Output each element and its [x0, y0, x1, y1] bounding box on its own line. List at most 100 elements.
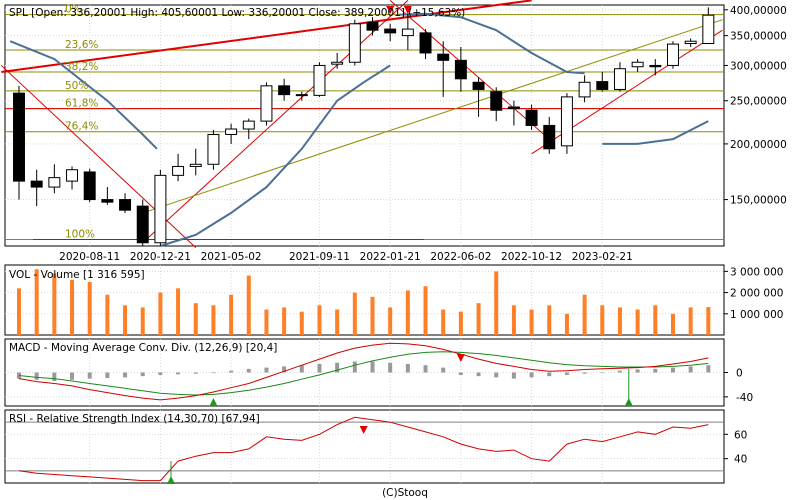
volume-bar: [87, 281, 92, 335]
macd-histogram-bar: [335, 362, 340, 373]
macd-histogram-bar: [193, 372, 198, 374]
macd-histogram-bar: [423, 365, 428, 373]
candle-up: [242, 120, 255, 130]
volume-bar: [617, 307, 622, 335]
main-trend-line: [1, 0, 532, 73]
volume-bar: [388, 307, 393, 335]
macd-histogram-bar: [476, 372, 481, 377]
volume-y-tick-label: 1 000 000: [730, 309, 783, 321]
candle-down: [83, 171, 96, 201]
sell-signal-marker: [386, 6, 395, 14]
price-y-tick-label: 200,00000: [730, 139, 787, 151]
fib-level-label: 76,4%: [65, 121, 98, 133]
volume-bar: [494, 271, 499, 335]
candle-down: [596, 81, 609, 90]
macd-histogram-bar: [246, 368, 251, 373]
candle-up: [313, 64, 326, 96]
candle-up: [189, 163, 202, 167]
price-y-tick-label: 300,00000: [730, 60, 787, 72]
macd-histogram-bar: [582, 372, 587, 374]
candle-up: [331, 61, 344, 65]
candle-down: [366, 21, 379, 31]
macd-histogram-bar: [529, 372, 534, 378]
candle-up: [172, 165, 185, 176]
volume-bar: [423, 286, 428, 335]
volume-bar: [582, 294, 587, 335]
macd-histogram-bar: [617, 370, 622, 373]
candle-down: [136, 205, 149, 244]
macd-histogram-bar: [458, 372, 463, 375]
macd-histogram-bar: [370, 361, 375, 373]
volume-bar: [317, 305, 322, 335]
rsi-sell-marker: [359, 426, 368, 434]
x-tick-label: 2022-06-02: [430, 251, 491, 263]
macd-buy-marker: [624, 398, 633, 406]
candle-down: [490, 91, 503, 111]
volume-bar: [529, 309, 534, 335]
candle-down: [472, 81, 485, 90]
volume-bar: [299, 311, 304, 335]
volume-bar: [547, 305, 552, 335]
macd-histogram-bar: [105, 372, 110, 378]
price-y-tick-label: 350,00000: [730, 31, 787, 43]
volume-bar: [458, 311, 463, 335]
macd-histogram-bar: [494, 372, 499, 378]
volume-bar: [193, 303, 198, 335]
candle-up: [702, 14, 715, 45]
volume-bar: [123, 305, 128, 335]
volume-bar: [635, 309, 640, 335]
macd-histogram-bar: [706, 365, 711, 373]
x-tick-label: 2022-01-21: [360, 251, 421, 263]
volume-bar: [688, 307, 693, 335]
volume-bar: [653, 305, 658, 335]
macd-histogram-bar: [317, 363, 322, 373]
candle-up: [348, 23, 361, 63]
macd-histogram-bar: [441, 367, 446, 373]
x-tick-label: 2021-05-02: [201, 251, 262, 263]
candle-down: [543, 124, 556, 150]
macd-histogram-bar: [405, 363, 410, 373]
x-tick-label: 2020-08-11: [59, 251, 120, 263]
moving-average-line: [398, 12, 585, 75]
candle-down: [278, 85, 291, 96]
candle-down: [454, 59, 467, 80]
macd-histogram-bar: [158, 372, 163, 375]
macd-histogram-bar: [264, 367, 269, 373]
macd-y-tick-label: -40: [736, 392, 753, 404]
stooq-credit: (C)Stooq: [382, 487, 428, 499]
macd-histogram-bar: [547, 372, 552, 377]
macd-histogram-bar: [388, 362, 393, 373]
macd-buy-marker-early: [209, 398, 218, 406]
macd-histogram-bar: [635, 369, 640, 373]
macd-histogram-bar: [352, 361, 357, 373]
volume-bar: [511, 305, 516, 335]
rsi-title: RSI - Relative Strength Index (14,30,70)…: [9, 413, 260, 425]
fib-level-label: 0%: [65, 4, 82, 16]
macd-histogram-bar: [670, 367, 675, 373]
x-tick-label: 2022-10-12: [501, 251, 562, 263]
candle-up: [48, 177, 61, 188]
volume-bar: [229, 294, 234, 335]
macd-histogram-bar: [34, 372, 39, 380]
price-y-tick-label: 250,00000: [730, 96, 787, 108]
candle-down: [437, 53, 450, 61]
up-trend-line: [142, 0, 409, 244]
macd-histogram-bar: [688, 366, 693, 373]
volume-bar: [264, 309, 269, 335]
volume-bar: [105, 294, 110, 335]
volume-bar: [52, 273, 57, 335]
x-tick-label: 2021-09-11: [289, 251, 350, 263]
volume-y-tick-label: 3 000 000: [730, 266, 783, 278]
moving-average-line: [602, 120, 709, 145]
macd-histogram-bar: [140, 372, 145, 377]
volume-title: VOL - Volume [1 316 595]: [9, 269, 145, 281]
candle-up: [207, 133, 220, 165]
x-tick-label: 2023-02-21: [572, 251, 633, 263]
macd-histogram-bar: [282, 366, 287, 373]
candle-up: [666, 43, 679, 66]
moving-average-line: [160, 64, 391, 247]
macd-y-tick-label: 0: [736, 368, 743, 380]
fib-level-label: 38,2%: [65, 61, 98, 73]
rsi-y-tick-label: 40: [734, 454, 747, 466]
volume-bar: [706, 307, 711, 335]
